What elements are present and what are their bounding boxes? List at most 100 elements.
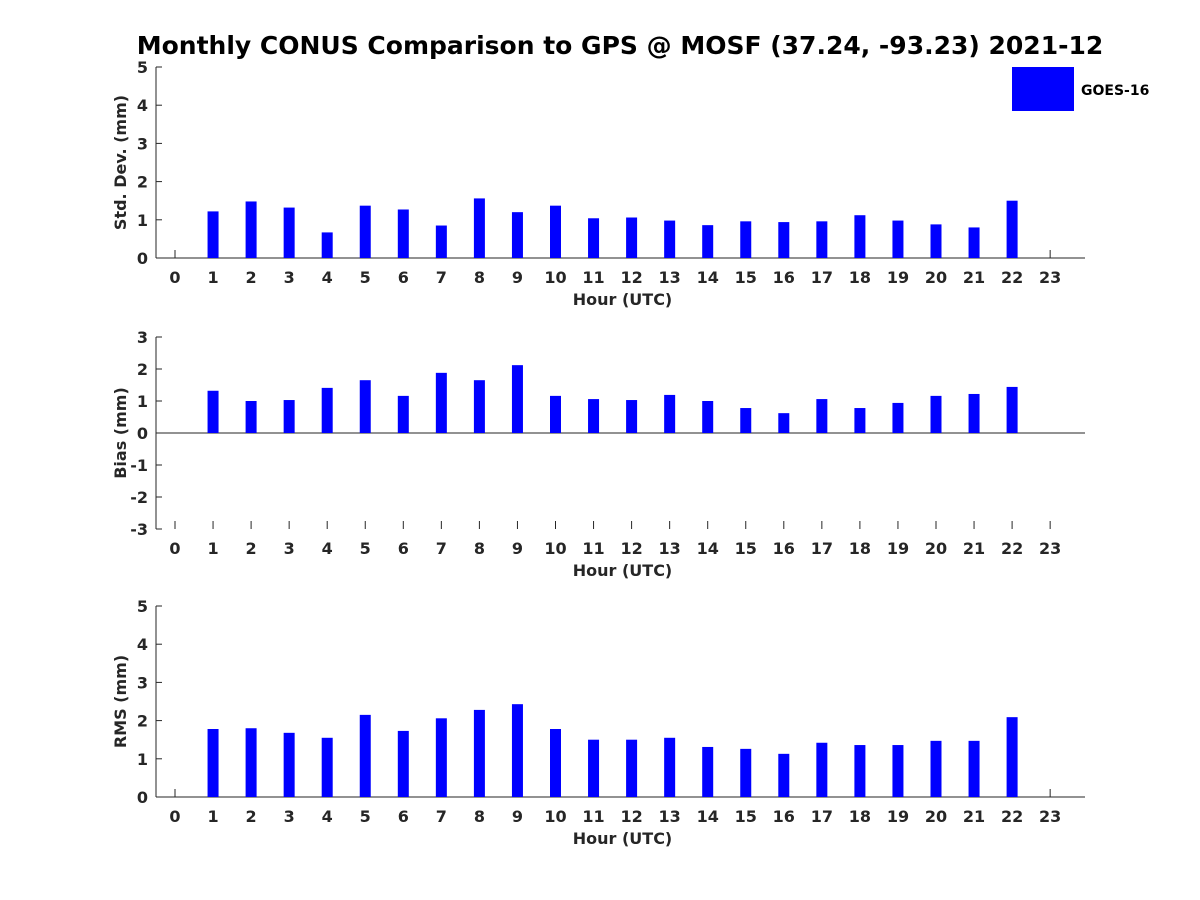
std-dev-y-tick-label: 5: [137, 58, 148, 77]
bias-bar-hour-5: [359, 380, 371, 433]
rms-x-tick-label: 4: [322, 807, 333, 826]
rms-bar-hour-2: [245, 728, 257, 797]
std-dev-x-tick-label: 17: [811, 268, 833, 287]
rms-y-tick-label: 1: [137, 750, 148, 769]
bias-x-tick-label: 6: [398, 539, 409, 558]
std-dev-bar-hour-3: [283, 207, 295, 258]
rms-bar-hour-1: [207, 729, 219, 797]
std-dev-x-tick-label: 10: [544, 268, 566, 287]
rms-bar-hour-6: [397, 730, 409, 797]
bias-x-axis-label: Hour (UTC): [573, 561, 673, 580]
rms-bar-hour-5: [359, 714, 371, 797]
std-dev-x-tick-label: 16: [773, 268, 795, 287]
rms-bar-hour-4: [321, 737, 333, 797]
rms-bar-hour-8: [473, 709, 485, 797]
rms-x-tick-label: 0: [169, 807, 180, 826]
bias-bar-hour-10: [550, 395, 561, 433]
std-dev-bar-hour-8: [473, 198, 485, 258]
bias-x-tick-label: 16: [773, 539, 795, 558]
rms-x-tick-label: 16: [773, 807, 795, 826]
rms-x-tick-label: 7: [436, 807, 447, 826]
std-dev-bar-hour-20: [930, 224, 942, 258]
rms-x-tick-label: 5: [360, 807, 371, 826]
std-dev-x-tick-label: 19: [887, 268, 909, 287]
std-dev-x-axis-label: Hour (UTC): [573, 290, 673, 309]
rms-x-tick-label: 12: [620, 807, 642, 826]
std-dev-bar-hour-16: [778, 222, 790, 258]
bias-bar-hour-14: [702, 401, 714, 433]
bias-bar-hour-17: [816, 399, 828, 433]
legend-swatch: [1012, 67, 1074, 111]
bias-x-tick-label: 17: [811, 539, 833, 558]
rms-bar-hour-14: [702, 746, 714, 797]
rms-x-tick-label: 17: [811, 807, 833, 826]
std-dev-y-tick-label: 0: [137, 249, 148, 268]
std-dev-bar-hour-4: [321, 232, 333, 258]
std-dev-x-tick-label: 2: [246, 268, 257, 287]
bias-x-tick-label: 9: [512, 539, 523, 558]
std-dev-bar-hour-10: [550, 205, 561, 258]
rms-y-tick-label: 5: [137, 597, 148, 616]
rms-bar-hour-10: [550, 729, 561, 797]
bias-x-tick-label: 0: [169, 539, 180, 558]
bias-bar-hour-4: [321, 387, 333, 433]
std-dev-bar-hour-1: [207, 211, 219, 258]
bias-x-tick-label: 14: [697, 539, 719, 558]
std-dev-x-tick-label: 23: [1039, 268, 1061, 287]
std-dev-bar-hour-15: [740, 221, 752, 258]
bias-bar-hour-12: [626, 400, 638, 433]
bias-bar-hour-3: [283, 400, 295, 433]
bias-bar-hour-18: [854, 408, 866, 433]
std-dev-bar-hour-12: [626, 217, 638, 258]
bias-y-tick-label: -3: [130, 520, 148, 539]
bias-bar-hour-7: [435, 372, 447, 433]
rms-x-tick-label: 6: [398, 807, 409, 826]
std-dev-bar-hour-6: [397, 209, 409, 258]
std-dev-bar-hour-11: [588, 218, 600, 258]
rms-bar-hour-19: [892, 745, 904, 797]
bias-bar-hour-20: [930, 395, 942, 433]
rms-x-tick-label: 18: [849, 807, 871, 826]
rms-x-tick-label: 1: [207, 807, 218, 826]
std-dev-x-tick-label: 14: [697, 268, 719, 287]
rms-bar-hour-13: [664, 737, 676, 797]
bias-bar-hour-13: [664, 394, 676, 433]
rms-x-tick-label: 2: [246, 807, 257, 826]
std-dev-bar-hour-5: [359, 205, 371, 258]
std-dev-x-tick-label: 1: [207, 268, 218, 287]
rms-x-tick-label: 11: [582, 807, 604, 826]
rms-bar-hour-20: [930, 740, 942, 797]
bias-x-tick-label: 20: [925, 539, 947, 558]
bias-x-tick-label: 11: [582, 539, 604, 558]
std-dev-bar-hour-14: [702, 225, 714, 258]
bias-x-tick-label: 4: [322, 539, 333, 558]
figure-title: Monthly CONUS Comparison to GPS @ MOSF (…: [137, 31, 1104, 60]
rms-bar-hour-9: [511, 704, 523, 797]
bias-x-tick-label: 8: [474, 539, 485, 558]
std-dev-bar-hour-9: [511, 212, 523, 258]
std-dev-x-tick-label: 21: [963, 268, 985, 287]
bias-bar-hour-8: [473, 380, 485, 433]
bias-bar-hour-22: [1006, 386, 1018, 433]
rms-x-tick-label: 14: [697, 807, 719, 826]
rms-x-tick-label: 13: [659, 807, 681, 826]
std-dev-bar-hour-21: [968, 227, 980, 258]
std-dev-x-tick-label: 3: [284, 268, 295, 287]
std-dev-x-tick-label: 5: [360, 268, 371, 287]
rms-x-tick-label: 20: [925, 807, 947, 826]
rms-y-tick-label: 2: [137, 712, 148, 731]
std-dev-x-tick-label: 9: [512, 268, 523, 287]
std-dev-x-tick-label: 15: [735, 268, 757, 287]
rms-bar-hour-3: [283, 732, 295, 797]
bias-bar-hour-6: [397, 395, 409, 433]
bias-x-tick-label: 18: [849, 539, 871, 558]
std-dev-x-tick-label: 20: [925, 268, 947, 287]
std-dev-x-tick-label: 4: [322, 268, 333, 287]
bias-bar-hour-2: [245, 401, 257, 433]
std-dev-x-tick-label: 18: [849, 268, 871, 287]
rms-x-tick-label: 9: [512, 807, 523, 826]
rms-x-tick-label: 22: [1001, 807, 1023, 826]
std-dev-y-axis-label: Std. Dev. (mm): [111, 95, 130, 230]
rms-y-axis-label: RMS (mm): [111, 655, 130, 748]
